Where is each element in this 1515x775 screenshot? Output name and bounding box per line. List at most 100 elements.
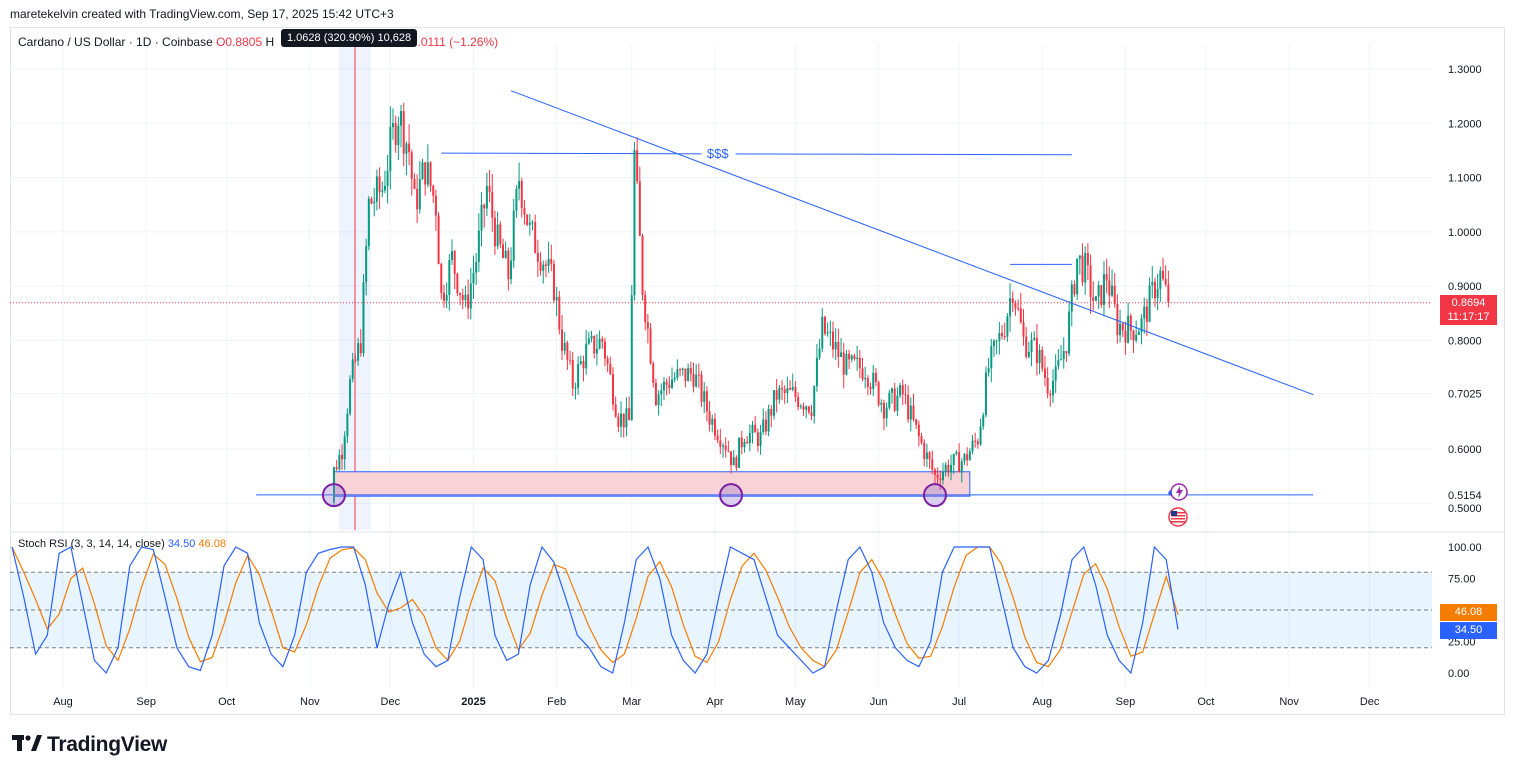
candle <box>1011 291 1014 312</box>
candle <box>904 383 907 405</box>
candle <box>1135 320 1138 343</box>
candle <box>979 418 982 447</box>
candle <box>558 290 561 335</box>
candle <box>649 323 652 365</box>
tradingview-logo[interactable]: TradingView <box>12 733 167 757</box>
candle <box>778 384 781 405</box>
candle <box>915 418 918 429</box>
candle <box>823 315 826 336</box>
candle <box>391 108 394 140</box>
candle <box>547 241 550 273</box>
candle <box>590 330 593 343</box>
candle <box>869 382 872 395</box>
candle <box>831 321 834 358</box>
candle <box>601 336 604 349</box>
rsi-tick-label: 75.00 <box>1448 574 1476 586</box>
candle <box>805 405 808 419</box>
candle <box>891 387 894 404</box>
chart-frame <box>10 27 1505 715</box>
candle <box>673 371 676 383</box>
candle <box>740 430 743 455</box>
candle <box>799 403 802 409</box>
candle <box>703 382 706 414</box>
candle <box>349 375 352 416</box>
candle <box>528 213 531 236</box>
candle <box>400 104 403 148</box>
candle <box>408 124 411 166</box>
candle <box>797 392 800 411</box>
candle <box>585 329 588 375</box>
candle <box>534 214 537 254</box>
candle <box>877 380 880 408</box>
candle <box>381 181 384 198</box>
rsi-legend: Stoch RSI (3, 3, 14, 14, close) 34.50 46… <box>18 538 226 550</box>
candle <box>378 167 381 209</box>
candle <box>587 331 590 346</box>
candle <box>593 335 596 359</box>
rsi-k-line <box>11 545 1179 675</box>
candle <box>633 142 636 301</box>
time-tick-label: Jul <box>952 696 966 708</box>
candle <box>963 453 966 465</box>
rsi-k-value: 34.50 <box>167 538 196 550</box>
candle <box>496 211 499 250</box>
candle <box>925 443 928 468</box>
candle <box>974 432 977 448</box>
candle <box>1054 354 1057 394</box>
rsi-tick-label: 0.00 <box>1448 668 1469 680</box>
us-flag-icon[interactable] <box>1168 507 1188 527</box>
candle <box>1119 309 1122 343</box>
candle <box>845 349 848 376</box>
candle <box>343 431 346 470</box>
candle <box>1003 322 1006 341</box>
candle <box>429 161 432 192</box>
candle <box>1043 356 1046 387</box>
candle <box>483 203 486 228</box>
candle <box>759 425 762 455</box>
candle <box>684 368 687 388</box>
lightning-icon[interactable] <box>1168 483 1188 501</box>
candle <box>456 272 459 297</box>
candle <box>1086 243 1089 281</box>
candle <box>1089 254 1092 314</box>
candle <box>424 161 427 196</box>
candle <box>976 438 979 449</box>
current-price-text: 0.8694 <box>1451 297 1486 309</box>
candle <box>598 330 601 350</box>
candle <box>488 170 491 203</box>
candle <box>526 214 529 227</box>
candle <box>1148 277 1151 323</box>
candle <box>952 453 955 475</box>
candle <box>1027 341 1030 359</box>
candle <box>413 173 416 190</box>
time-tick-label: Apr <box>706 696 723 708</box>
candle <box>426 144 429 188</box>
candle <box>1159 266 1162 303</box>
descending-trendline[interactable] <box>510 90 1314 396</box>
time-tick-label: Aug <box>53 696 73 708</box>
candle <box>912 393 915 422</box>
candle <box>708 401 711 432</box>
candle <box>523 200 526 225</box>
rsi-d-badge: 46.08 <box>1440 604 1497 621</box>
candle <box>1153 277 1156 307</box>
candle <box>660 383 663 407</box>
candle <box>357 337 360 366</box>
candle <box>995 339 998 355</box>
time-tick-label: Feb <box>547 696 566 708</box>
candle <box>770 404 773 428</box>
candle <box>410 149 413 196</box>
marked-low-circle <box>321 483 346 508</box>
candle <box>641 233 644 301</box>
candle <box>719 428 722 454</box>
candle <box>781 380 784 401</box>
candle <box>654 378 657 407</box>
candle <box>1151 266 1154 299</box>
candle <box>721 442 724 458</box>
price-tick-label: 0.8000 <box>1448 335 1482 347</box>
time-tick-label: Dec <box>381 696 401 708</box>
candle <box>1156 273 1159 311</box>
candle <box>445 282 448 309</box>
candle <box>472 255 475 299</box>
